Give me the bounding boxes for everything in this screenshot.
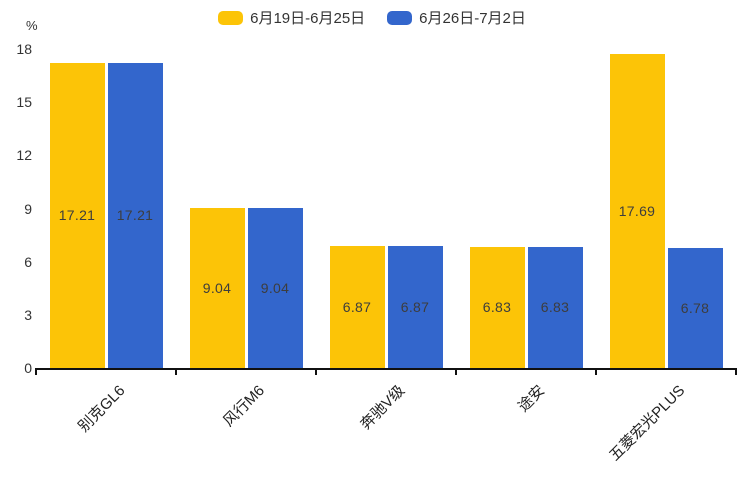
x-axis-tick-mark [175, 368, 177, 375]
bar-value-label: 6.78 [680, 299, 710, 316]
y-axis-tick-label: 12 [16, 147, 32, 164]
legend-swatch-week1 [218, 10, 244, 25]
legend: 6月19日-6月25日 6月26日-7月2日 [0, 7, 744, 28]
bar-value-label: 17.21 [116, 207, 154, 224]
y-axis-tick-label: 9 [24, 200, 32, 217]
x-axis-category-label-奔驰V级: 奔驰V级 [357, 382, 409, 434]
bar-value-label: 17.21 [58, 207, 96, 224]
bar-6月26日-7月2日-风行M6: 9.04 [247, 207, 303, 368]
bar-value-label: 6.87 [400, 299, 430, 316]
y-axis-tick-label: 18 [16, 41, 32, 57]
x-axis-tick-mark [35, 368, 37, 375]
bar-6月19日-6月25日-奔驰V级: 6.87 [329, 246, 385, 368]
bar-value-label: 9.04 [260, 279, 290, 296]
x-axis-tick-mark [595, 368, 597, 375]
bar-6月26日-7月2日-别克GL6: 17.21 [107, 63, 163, 368]
x-axis-category-label-途安: 途安 [514, 382, 549, 416]
x-axis-tick-mark [735, 368, 737, 375]
x-axis-tick-mark [315, 368, 317, 375]
legend-item-week2[interactable]: 6月26日-7月2日 [387, 7, 526, 28]
bar-6月26日-7月2日-奔驰V级: 6.87 [387, 246, 443, 368]
y-axis-tick-label: 3 [24, 306, 32, 323]
legend-label-week1: 6月19日-6月25日 [250, 10, 366, 27]
x-axis-category-label-风行M6: 风行M6 [220, 382, 269, 431]
legend-label-week2: 6月26日-7月2日 [419, 10, 526, 27]
bar-6月19日-6月25日-途安: 6.83 [469, 246, 525, 368]
bar-6月19日-6月25日-五菱宏光PLUS: 17.69 [609, 54, 665, 368]
bar-value-label: 6.87 [342, 299, 372, 316]
y-axis-tick-label: 0 [24, 360, 32, 376]
bar-6月19日-6月25日-风行M6: 9.04 [189, 207, 245, 368]
bar-6月26日-7月2日-五菱宏光PLUS: 6.78 [667, 247, 723, 368]
bar-value-label: 6.83 [540, 299, 570, 316]
bar-value-label: 6.83 [482, 299, 512, 316]
x-axis-tick-mark [455, 368, 457, 375]
x-axis-category-label-别克GL6: 别克GL6 [74, 382, 129, 436]
x-axis-line [36, 368, 736, 370]
x-axis-category-label-五菱宏光PLUS: 五菱宏光PLUS [605, 382, 689, 465]
legend-swatch-week2 [387, 10, 413, 25]
bar-6月19日-6月25日-别克GL6: 17.21 [49, 63, 105, 368]
bar-6月26日-7月2日-途安: 6.83 [527, 246, 583, 368]
y-axis-unit-label: % [26, 18, 38, 33]
y-axis-tick-label: 15 [16, 94, 32, 111]
y-axis-tick-label: 6 [24, 253, 32, 270]
bar-value-label: 9.04 [202, 279, 232, 296]
bar-value-label: 17.69 [618, 203, 656, 220]
legend-item-week1[interactable]: 6月19日-6月25日 [218, 7, 365, 28]
